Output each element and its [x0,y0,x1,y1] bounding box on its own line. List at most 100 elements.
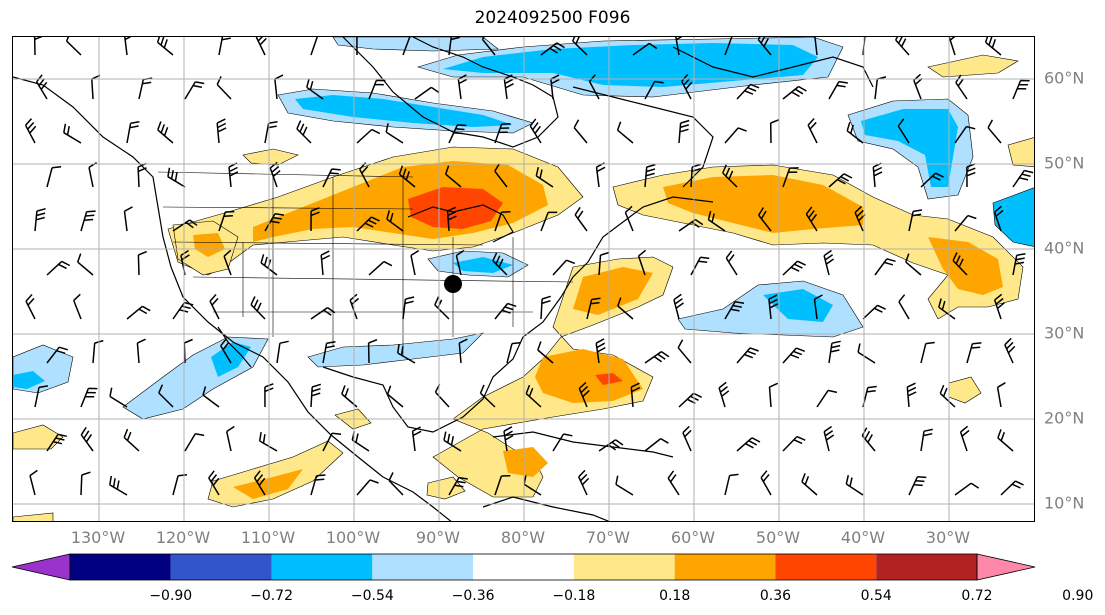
wind-barb [448,476,468,496]
colorbar-segments [11,553,1036,581]
wind-barb [156,37,174,56]
wind-barb [805,206,818,232]
wind-barb [529,118,542,144]
colorbar-extend-high [976,553,1036,581]
wind-barb [167,167,186,188]
wind-barb [1004,337,1016,364]
wind-barb [535,167,554,188]
wind-barb [768,294,779,320]
coastline [407,204,514,243]
longitude-tick-label: 70°W [585,528,631,547]
wind-barb [506,341,521,364]
wind-barb [758,207,772,232]
wind-barb [897,118,910,144]
anomaly-region [242,148,299,166]
colorbar-extend-low [11,553,71,581]
wind-barb [458,338,468,364]
wind-barb [216,76,232,100]
longitude-tick-label: 110°W [240,528,296,547]
longitude-tick-label: 80°W [500,528,546,547]
wind-barb [862,385,877,408]
wind-barb [578,469,590,496]
wind-barb [443,431,462,452]
wind-barb [872,162,883,188]
wind-barb [503,74,514,100]
wind-barb [368,260,393,276]
wind-barb [550,74,560,100]
map-frame [12,36,1035,522]
wind-barb [34,385,49,408]
wind-barb [341,385,358,408]
wind-barb [356,216,380,232]
wind-barb [624,205,634,232]
wind-barb [264,212,285,232]
wind-barb [446,206,457,232]
colorbar-tick-label: 0.18 [659,588,691,604]
wind-barb [368,79,386,100]
latitude-tick-label: 30°N [1044,323,1085,343]
colorbar-tick-label: 0.90 [1062,588,1094,604]
wind-barb [552,433,573,452]
wind-barb [588,74,600,100]
wind-barb [908,476,927,496]
wind-barb [993,293,1005,320]
wind-barb [250,296,266,320]
wind-barb [225,425,235,452]
anomaly-region [443,43,818,87]
border [172,241,484,246]
wind-barb [857,343,876,364]
wind-barb [388,472,404,496]
anomaly-region [13,512,54,521]
wind-barb [617,297,634,320]
wind-barb [310,37,318,56]
longitude-tick-label: 60°W [670,528,716,547]
latitude-tick-label: 20°N [1044,408,1085,428]
wind-barb [736,437,761,452]
wind-barb [503,426,514,452]
wind-barb [874,258,896,276]
wind-barb [158,384,174,408]
longitude-tick-label: 30°W [925,528,971,547]
wind-barb [718,381,730,408]
wind-barb [494,302,517,320]
latitude-tick-label: 50°N [1044,153,1085,173]
wind-barb [537,341,554,364]
wind-barb [678,119,690,144]
wind-barb [481,37,496,56]
wind-barb [644,163,656,188]
colorbar-tick-label: 0.54 [860,588,892,604]
wind-barb [157,121,174,144]
wind-barb [644,80,664,100]
wind-barb [310,207,320,232]
wind-barb [598,439,624,452]
wind-barb [707,210,726,232]
wind-barb [109,387,128,408]
wind-barb [109,475,128,496]
wind-barb [673,293,684,320]
wind-barb [296,120,312,144]
latitude-tick-label: 60°N [1044,68,1085,88]
wind-barb [35,74,48,100]
anomaly-region [1007,137,1034,168]
coastline [322,196,714,433]
wind-barb [310,474,326,496]
wind-barb [24,118,37,144]
coastline [492,431,674,458]
wind-barb [448,124,467,144]
colorbar-segment [775,554,877,580]
wind-barb [966,163,976,188]
wind-barb [398,165,416,188]
state-borders [157,171,574,357]
wind-barb [782,85,807,100]
wind-barb [760,470,772,496]
wind-barb [816,389,838,408]
wind-barb [987,119,1002,144]
wind-barb [724,301,745,320]
wind-barb [455,249,465,276]
wind-barb [595,338,606,364]
border [162,206,414,210]
wind-barb [828,80,848,100]
wind-barb [80,471,91,496]
wind-barb [782,347,805,364]
wind-barbs [24,37,1034,496]
